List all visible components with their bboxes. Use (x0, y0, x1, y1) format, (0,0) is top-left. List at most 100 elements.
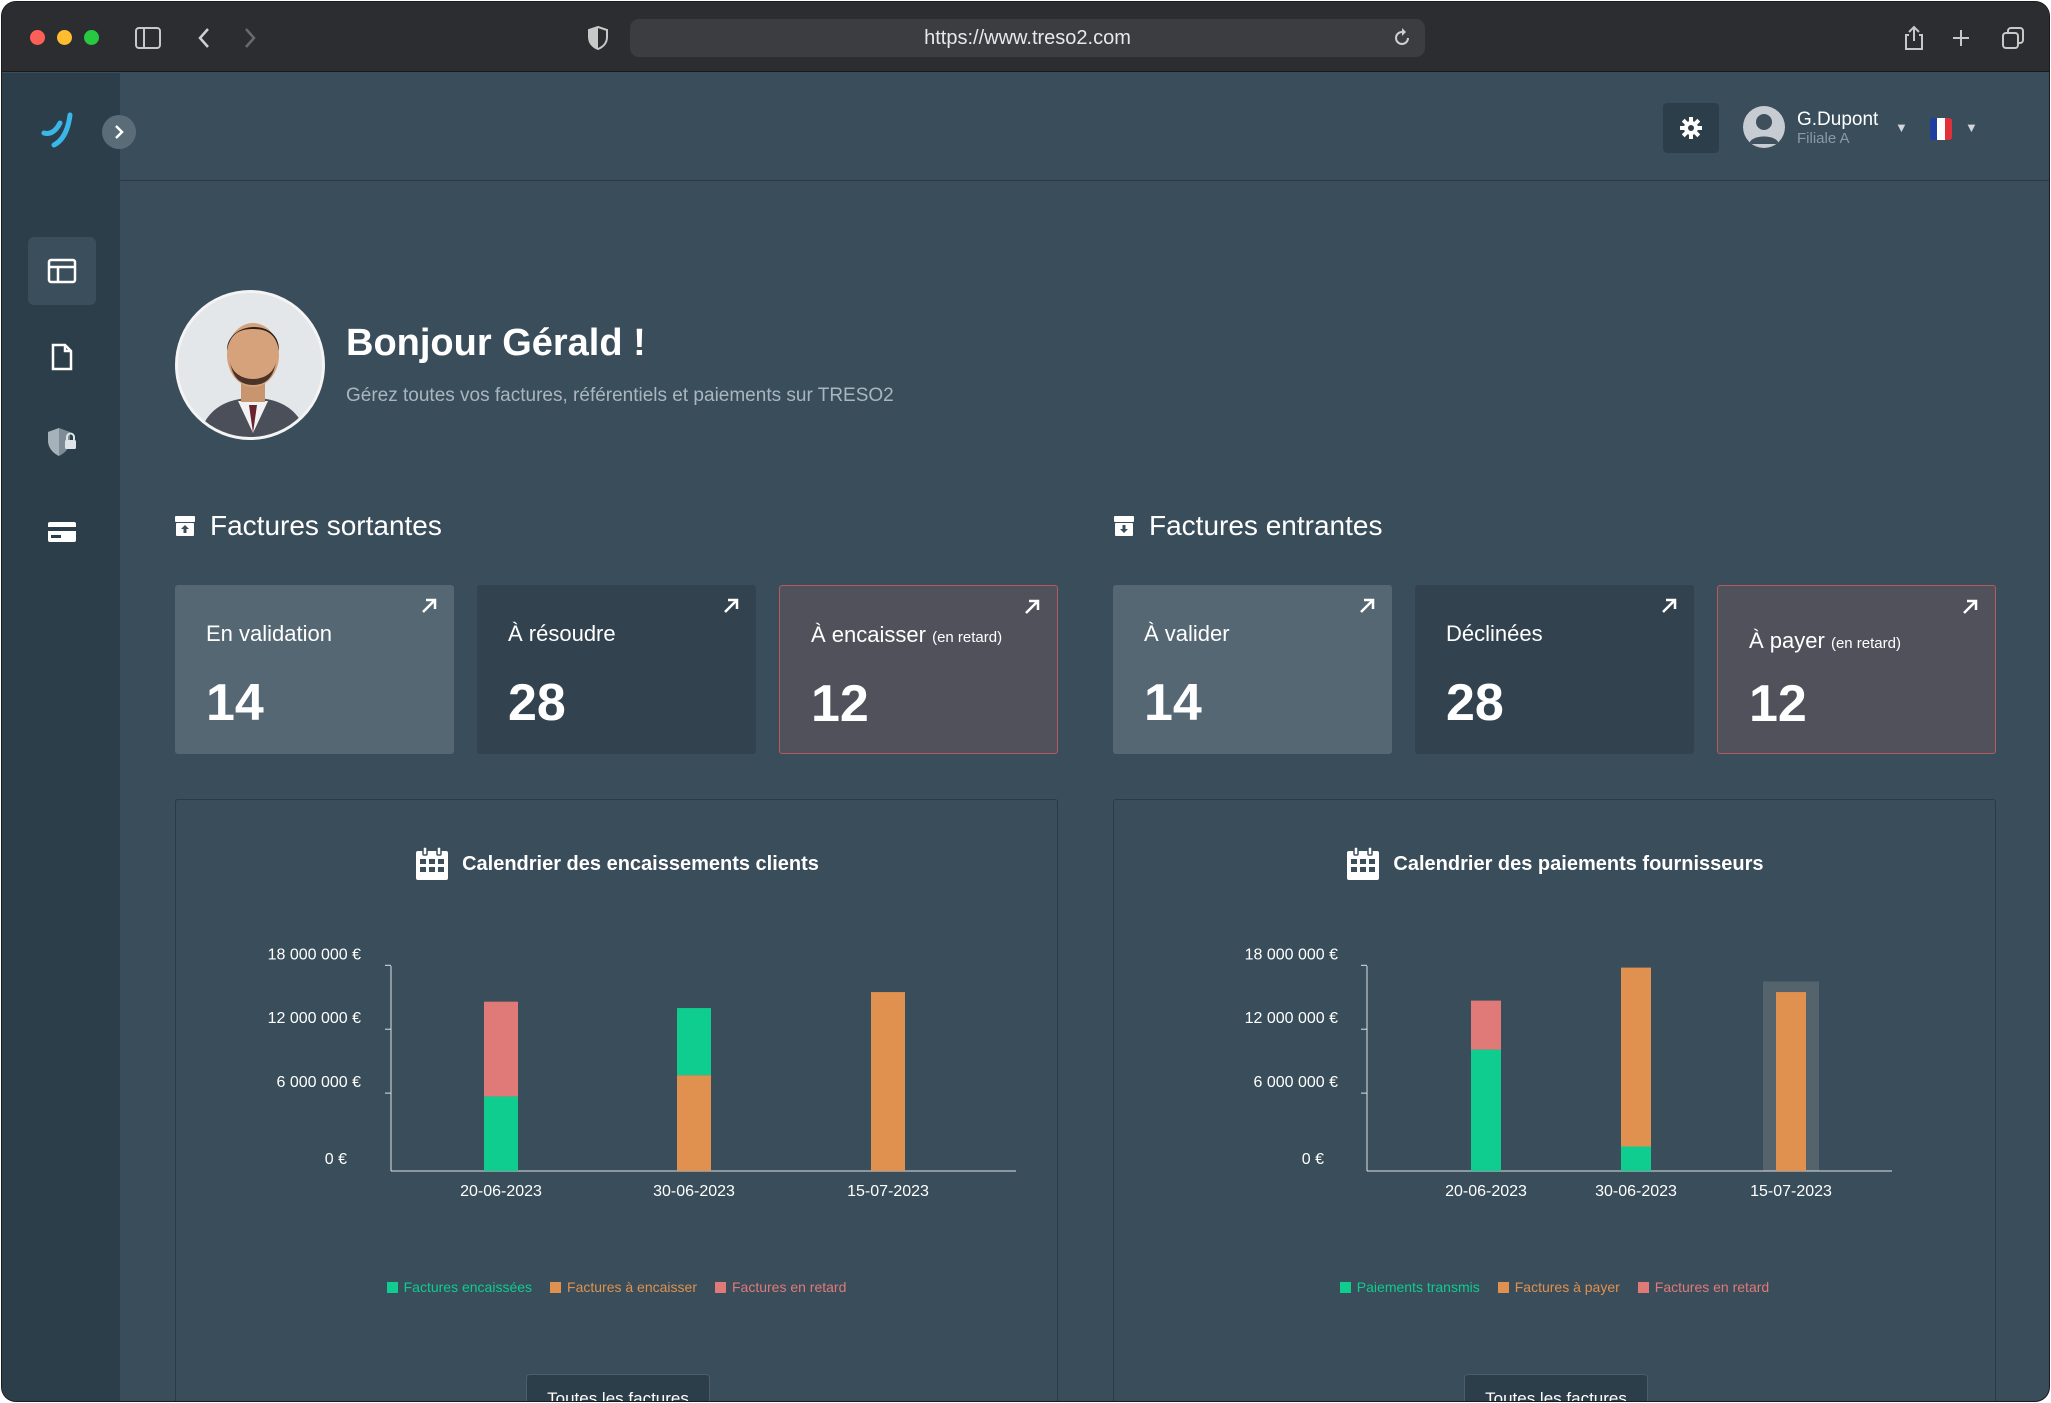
inbox-icon (1114, 516, 1134, 536)
kpi-label: À encaisser (en retard) (811, 622, 1003, 647)
bar-segment (677, 1075, 711, 1171)
legend-swatch (714, 1281, 726, 1293)
document-icon (51, 343, 73, 371)
close-window-button[interactable] (30, 30, 45, 45)
legend-item[interactable]: Factures à payer (1497, 1279, 1620, 1295)
open-arrow-icon[interactable] (1356, 595, 1378, 617)
legend-label: Factures à encaisser (567, 1279, 697, 1295)
y-tick-label: 18 000 000 € (268, 946, 362, 963)
privacy-shield-icon[interactable] (582, 22, 614, 54)
legend-swatch (550, 1281, 562, 1293)
chart-title: Calendrier des paiements fournisseurs (1114, 846, 1995, 882)
app-header (120, 73, 2049, 181)
sidebar-toggle-icon[interactable] (132, 22, 164, 54)
bar-segment (677, 1008, 711, 1076)
kpi-card-a-valider[interactable]: À valider 14 (1113, 585, 1392, 754)
back-icon[interactable] (188, 22, 220, 54)
y-tick-label: 12 000 000 € (268, 1010, 362, 1027)
kpi-card-a-encaisser[interactable]: À encaisser (en retard) 12 (779, 585, 1058, 754)
sidebar-item-security[interactable] (28, 407, 96, 475)
chevron-right-icon (115, 125, 124, 139)
open-arrow-icon[interactable] (418, 595, 440, 617)
dashboard-icon (47, 258, 77, 284)
legend-item[interactable]: Factures encaissées (386, 1279, 533, 1295)
fr-flag-icon[interactable] (1930, 118, 1952, 140)
kpi-label: À valider (1144, 621, 1230, 646)
tab-overview-icon[interactable] (1997, 22, 2029, 54)
bar-segment (1776, 992, 1806, 1171)
legend-swatch (1339, 1281, 1351, 1293)
kpi-card-en-validation[interactable]: En validation 14 (175, 585, 454, 754)
treso2-logo[interactable] (40, 109, 80, 149)
open-arrow-icon[interactable] (720, 595, 742, 617)
user-entity: Filiale A (1797, 130, 1850, 147)
kpi-label: En validation (206, 621, 332, 646)
calendar-icon (1347, 846, 1380, 880)
chart-panel-encaissements: 18 000 000 € 12 000 000 € 6 000 000 € 0 € 20… (175, 799, 1058, 1401)
reload-icon[interactable] (1393, 27, 1411, 53)
legend-item[interactable]: Factures à encaisser (550, 1279, 697, 1295)
user-menu-caret-icon[interactable]: ▼ (1895, 120, 1908, 135)
settings-button[interactable] (1663, 103, 1719, 153)
user-avatar[interactable] (1743, 106, 1785, 148)
bar-segment (1471, 1049, 1501, 1171)
kpi-value: 14 (206, 674, 264, 732)
outgoing-section-title: Factures sortantes (174, 510, 442, 542)
paiements-chart: 18 000 000 € 12 000 000 € 6 000 000 € 0 € 20… (1245, 946, 1892, 1200)
bar-segment (484, 1096, 518, 1171)
sidebar-item-payments[interactable] (28, 498, 96, 566)
minimize-window-button[interactable] (57, 30, 72, 45)
maximize-window-button[interactable] (84, 30, 99, 45)
shield-lock-icon (48, 428, 76, 456)
legend-item[interactable]: Factures en retard (1637, 1279, 1769, 1295)
app-sidebar (2, 73, 120, 1401)
legend-label: Factures encaissées (403, 1279, 533, 1295)
kpi-value: 14 (1144, 674, 1202, 732)
chart-title: Calendrier des encaissements clients (176, 846, 1057, 882)
encaissements-chart: 18 000 000 € 12 000 000 € 6 000 000 € 0 € 20… (268, 946, 1016, 1200)
forward-icon[interactable] (234, 22, 266, 54)
bar-segment (871, 992, 905, 1171)
share-icon[interactable] (1898, 22, 1930, 54)
legend-item[interactable]: Paiements transmis (1339, 1279, 1480, 1295)
new-tab-icon[interactable] (1945, 22, 1977, 54)
outbox-icon (175, 516, 195, 536)
all-invoices-button[interactable]: Toutes les factures (1464, 1374, 1648, 1401)
incoming-title-text: Factures entrantes (1149, 510, 1383, 541)
open-arrow-icon[interactable] (1658, 595, 1680, 617)
language-caret-icon[interactable]: ▼ (1965, 120, 1978, 135)
bar-segment (484, 1001, 518, 1097)
kpi-label: À payer (en retard) (1749, 628, 1901, 653)
bar-segment (1621, 967, 1651, 1147)
legend-label: Factures en retard (731, 1279, 847, 1295)
legend-swatch (1637, 1281, 1649, 1293)
all-invoices-button[interactable]: Toutes les factures (526, 1374, 710, 1401)
sidebar-item-dashboard[interactable] (28, 237, 96, 305)
expand-sidebar-button[interactable] (102, 115, 136, 149)
browser-toolbar: https://www.treso2.com (2, 2, 2049, 72)
sidebar-item-invoices[interactable] (28, 323, 96, 391)
profile-photo (175, 290, 325, 440)
kpi-value: 12 (1749, 675, 1807, 733)
y-tick-label: 6 000 000 € (276, 1074, 361, 1091)
bar-segment (1621, 1146, 1651, 1171)
legend-item[interactable]: Factures en retard (714, 1279, 847, 1295)
chart-legend: Factures encaissées Factures à encaisser F… (176, 1279, 1057, 1295)
legend-label: Paiements transmis (1356, 1279, 1480, 1295)
greeting-subtitle: Gérez toutes vos factures, référentiels … (346, 385, 894, 406)
bar-segment (1471, 1000, 1501, 1050)
chart-panel-paiements: 18 000 000 € 12 000 000 € 6 000 000 € 0 € 20… (1113, 799, 1996, 1401)
legend-swatch (1497, 1281, 1509, 1293)
gear-icon (1680, 117, 1702, 139)
legend-label: Factures à payer (1514, 1279, 1620, 1295)
open-arrow-icon[interactable] (1959, 596, 1981, 618)
kpi-card-a-resoudre[interactable]: À résoudre 28 (477, 585, 756, 754)
outgoing-title-text: Factures sortantes (210, 510, 442, 541)
open-arrow-icon[interactable] (1021, 596, 1043, 618)
address-bar[interactable]: https://www.treso2.com (630, 19, 1425, 57)
user-name[interactable]: G.Dupont (1797, 109, 1879, 130)
kpi-card-declinees[interactable]: Déclinées 28 (1415, 585, 1694, 754)
kpi-value: 12 (811, 675, 869, 733)
chart-legend: Paiements transmis Factures à payer Factur… (1114, 1279, 1995, 1295)
kpi-card-a-payer[interactable]: À payer (en retard) 12 (1717, 585, 1996, 754)
